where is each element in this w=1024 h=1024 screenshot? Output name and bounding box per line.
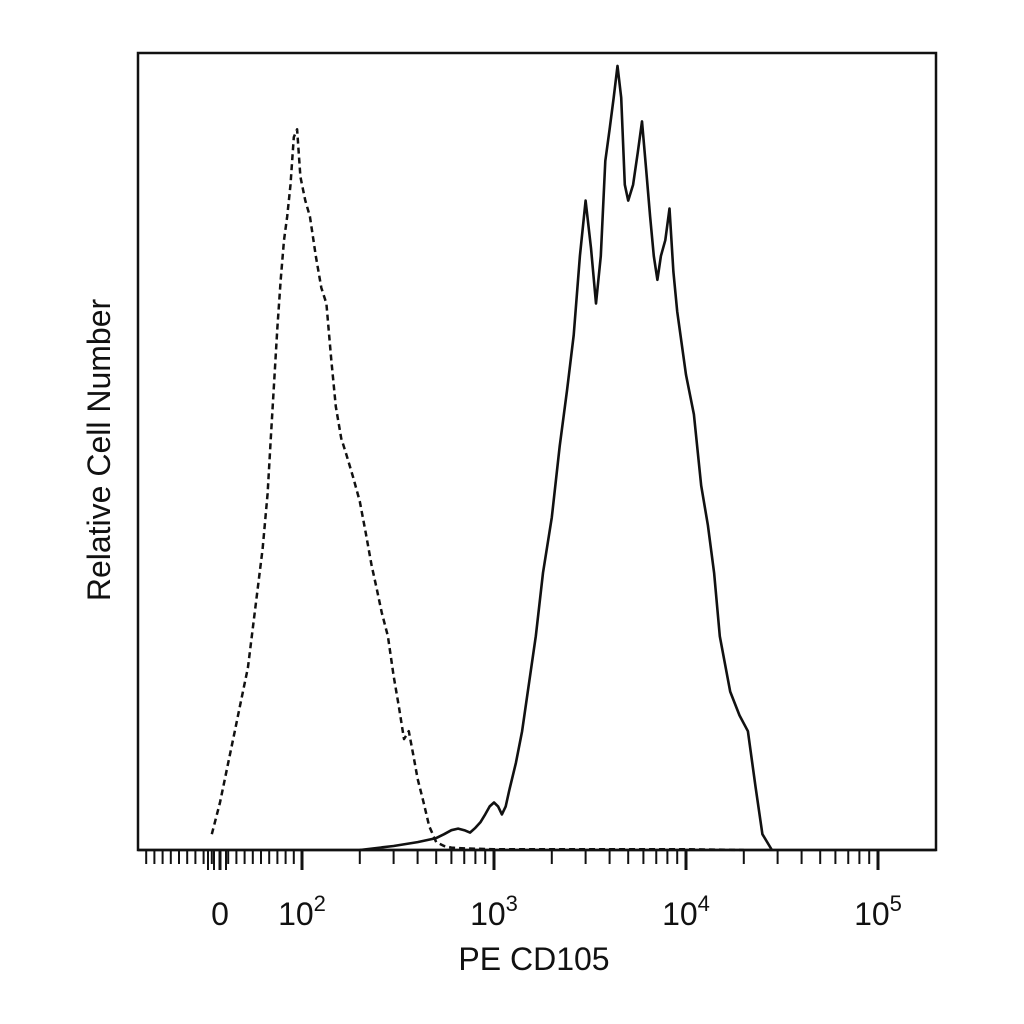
plot-frame: [136, 51, 938, 852]
histogram-series: [210, 64, 774, 852]
x-axis-major-ticks: [207, 850, 880, 870]
x-tick-label: 0: [211, 896, 229, 932]
x-axis-minor-ticks: [145, 850, 871, 864]
x-tick-label: 103: [470, 891, 518, 932]
x-axis-tick-labels: 0 102 103 104 105: [211, 891, 902, 932]
series-line-solid: [359, 64, 774, 852]
series-line-dashed: [210, 128, 744, 852]
x-tick-label: 102: [278, 891, 326, 932]
x-axis-label: PE CD105: [458, 941, 609, 977]
y-axis-label: Relative Cell Number: [81, 298, 117, 601]
x-tick-label: 104: [662, 891, 710, 932]
x-tick-label: 105: [854, 891, 902, 932]
